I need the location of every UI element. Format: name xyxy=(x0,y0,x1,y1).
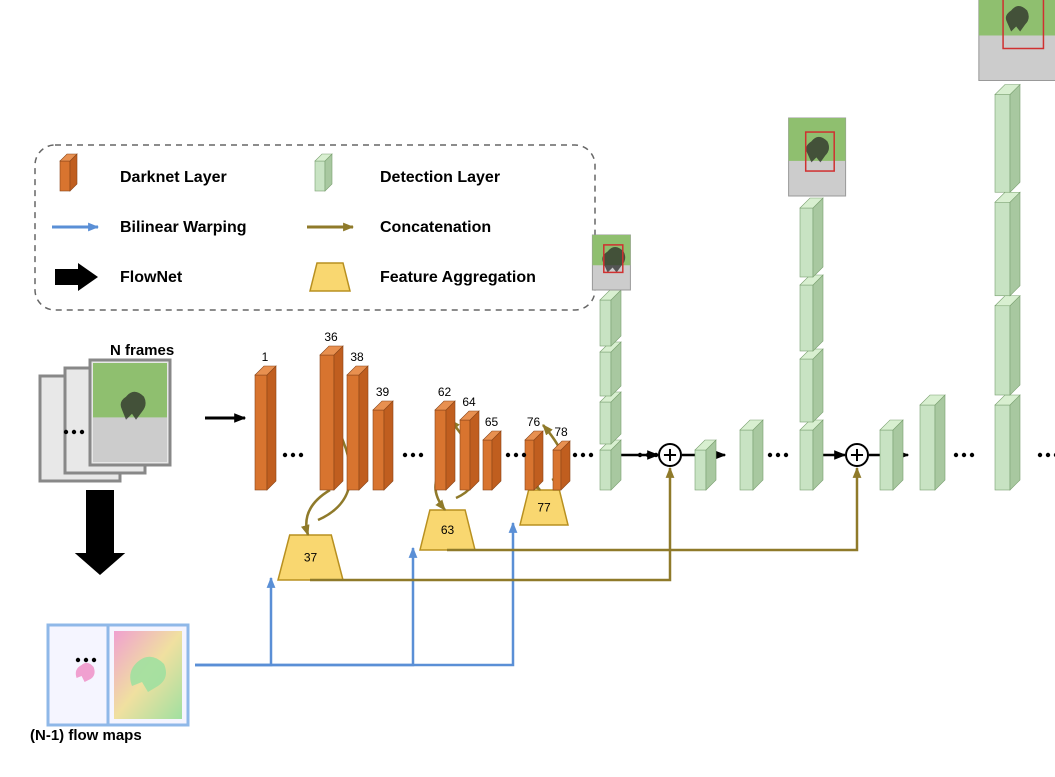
svg-text:Bilinear Warping: Bilinear Warping xyxy=(120,219,247,236)
svg-text:Concatenation: Concatenation xyxy=(380,219,491,236)
svg-text:(N-1) flow maps: (N-1) flow maps xyxy=(30,727,142,744)
svg-text:36: 36 xyxy=(324,330,338,344)
svg-text:Feature Aggregation: Feature Aggregation xyxy=(380,269,536,286)
svg-text:62: 62 xyxy=(438,385,452,399)
svg-text:39: 39 xyxy=(376,385,390,399)
svg-text:64: 64 xyxy=(462,395,476,409)
svg-text:Darknet Layer: Darknet Layer xyxy=(120,169,227,186)
svg-text:38: 38 xyxy=(350,350,364,364)
svg-text:63: 63 xyxy=(441,523,455,537)
svg-text:77: 77 xyxy=(537,501,551,515)
svg-text:1: 1 xyxy=(262,350,269,364)
svg-text:N frames: N frames xyxy=(110,342,174,359)
svg-text:Detection Layer: Detection Layer xyxy=(380,169,500,186)
svg-text:FlowNet: FlowNet xyxy=(120,269,183,286)
svg-text:78: 78 xyxy=(554,425,568,439)
svg-text:76: 76 xyxy=(527,415,541,429)
svg-text:37: 37 xyxy=(304,551,318,565)
bilinear-warping-arrow xyxy=(195,578,271,665)
concatenation-arrow xyxy=(447,468,857,550)
svg-text:65: 65 xyxy=(485,415,499,429)
